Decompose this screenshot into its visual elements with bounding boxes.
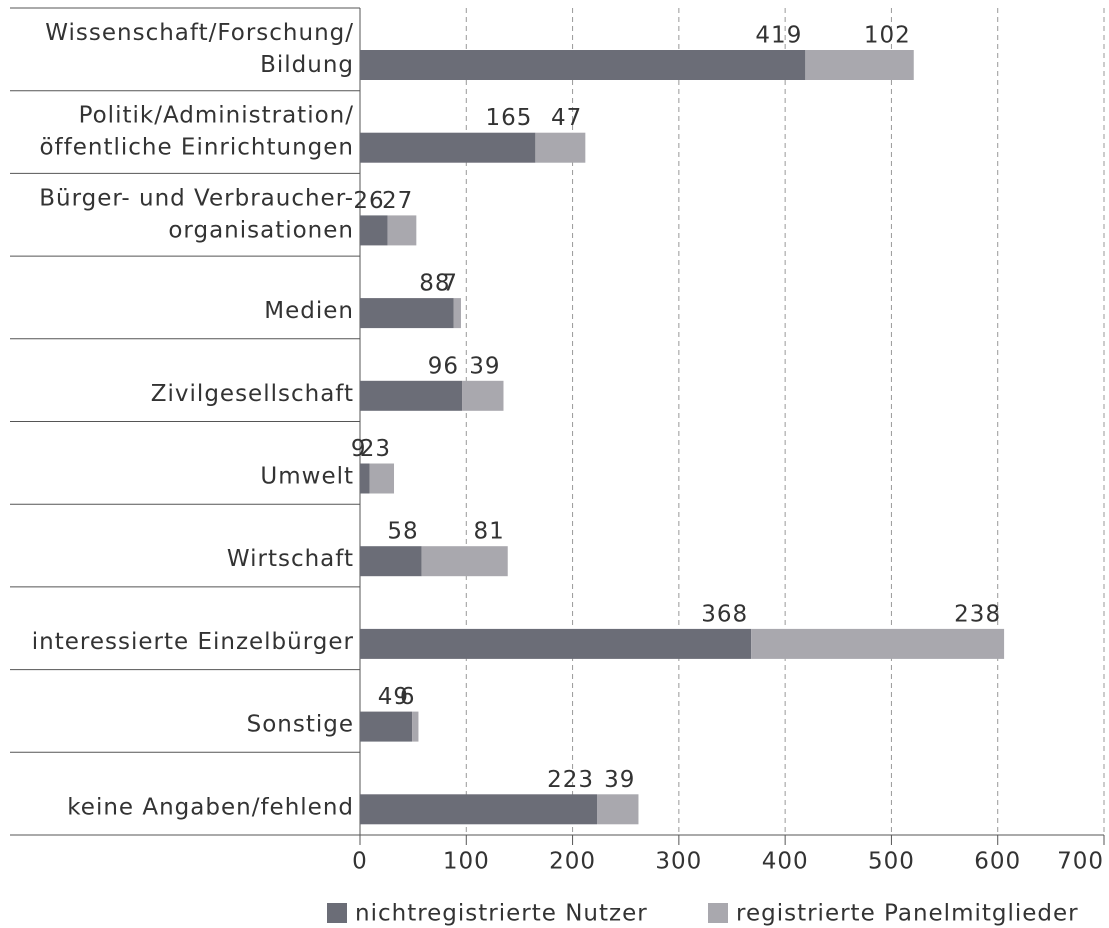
y-tick-label-line: Medien: [264, 298, 354, 324]
bar: [453, 298, 461, 329]
x-tick-label: 300: [655, 849, 702, 875]
value-label: 368: [701, 601, 748, 627]
x-tick-label: 600: [974, 849, 1021, 875]
value-label: 47: [551, 105, 582, 131]
y-tick-label-line: organisationen: [168, 217, 354, 243]
value-label: 88: [419, 271, 450, 297]
y-tick-label: Medien: [264, 298, 354, 324]
value-label: 49: [378, 684, 409, 710]
legend-label: registrierte Panelmitglieder: [736, 901, 1079, 927]
bar: [412, 711, 419, 742]
y-tick-label-line: keine Angaben/fehlend: [67, 794, 354, 820]
x-tick-label: 400: [762, 849, 809, 875]
bar: [360, 380, 463, 411]
x-tick-label: 100: [443, 849, 490, 875]
y-tick-label-line: Bürger- und Verbraucher-: [39, 185, 354, 211]
bar: [360, 794, 598, 825]
value-label: 419: [755, 23, 802, 49]
bar: [421, 546, 508, 577]
y-tick-label-line: Wissenschaft/Forschung/: [45, 20, 354, 46]
value-label: 7: [442, 271, 458, 297]
y-tick-label-line: Bildung: [260, 52, 354, 78]
bar: [387, 215, 417, 246]
y-tick-label-line: Politik/Administration/: [79, 102, 354, 128]
value-label: 39: [604, 767, 635, 793]
y-tick-label: Zivilgesellschaft: [151, 380, 354, 406]
y-tick-label-line: Sonstige: [247, 711, 354, 737]
y-tick-label-line: öffentliche Einrichtungen: [39, 134, 354, 160]
y-tick-label-line: Wirtschaft: [227, 546, 354, 572]
x-tick-label: 0: [352, 849, 368, 875]
y-tick-label: interessierte Einzelbürger: [32, 628, 354, 654]
bar: [360, 132, 536, 163]
y-tick-label: Sonstige: [247, 711, 354, 737]
bar: [597, 794, 639, 825]
bar: [360, 628, 752, 659]
value-label: 6: [400, 684, 416, 710]
value-label: 165: [485, 105, 532, 131]
x-tick-label: 200: [549, 849, 596, 875]
bar: [805, 50, 914, 80]
bar: [360, 463, 370, 494]
value-label: 27: [382, 188, 413, 214]
value-label: 238: [954, 601, 1001, 627]
y-tick-label: Politik/Administration/öffentliche Einri…: [39, 102, 354, 160]
value-label: 39: [469, 353, 500, 379]
value-label: 81: [473, 519, 504, 545]
value-label: 9: [351, 436, 367, 462]
value-label: 58: [387, 519, 418, 545]
bar: [360, 50, 806, 80]
y-tick-label-line: interessierte Einzelbürger: [32, 628, 354, 654]
x-tick-label: 500: [868, 849, 915, 875]
value-label: 96: [428, 353, 459, 379]
bar: [360, 546, 422, 577]
bar: [535, 132, 586, 163]
y-tick-label: keine Angaben/fehlend: [67, 794, 354, 820]
y-tick-label-line: Zivilgesellschaft: [151, 380, 354, 406]
y-tick-label: Wissenschaft/Forschung/Bildung: [45, 20, 354, 78]
legend-swatch: [327, 903, 347, 923]
bar: [462, 380, 504, 411]
x-tick-label: 700: [1057, 849, 1104, 875]
bar: [360, 298, 454, 329]
y-tick-label: Wirtschaft: [227, 546, 354, 572]
value-label: 26: [353, 188, 384, 214]
y-tick-label-line: Umwelt: [260, 463, 354, 489]
bar: [751, 628, 1005, 659]
bar: [360, 215, 388, 246]
bar: [360, 711, 413, 742]
value-label: 23: [360, 436, 391, 462]
value-label: 223: [547, 767, 594, 793]
y-tick-label: Bürger- und Verbraucher-organisationen: [39, 185, 354, 243]
value-label: 102: [864, 23, 911, 49]
bar: [369, 463, 395, 494]
y-tick-label: Umwelt: [260, 463, 354, 489]
legend-label: nichtregistrierte Nutzer: [355, 901, 648, 927]
legend-swatch: [708, 903, 728, 923]
